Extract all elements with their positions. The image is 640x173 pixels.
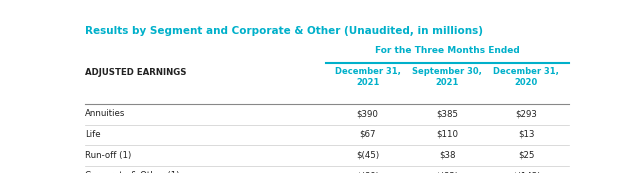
Text: For the Three Months Ended: For the Three Months Ended <box>374 46 520 55</box>
Text: $390: $390 <box>356 109 379 118</box>
Text: $385: $385 <box>436 109 458 118</box>
Text: $67: $67 <box>360 130 376 139</box>
Text: $(142): $(142) <box>512 171 541 173</box>
Text: Run-off (1): Run-off (1) <box>85 151 131 160</box>
Text: Corporate & Other (1): Corporate & Other (1) <box>85 171 179 173</box>
Text: Results by Segment and Corporate & Other (Unaudited, in millions): Results by Segment and Corporate & Other… <box>85 26 483 36</box>
Text: September 30,
2021: September 30, 2021 <box>412 67 482 88</box>
Text: ADJUSTED EARNINGS: ADJUSTED EARNINGS <box>85 68 186 77</box>
Text: December 31,
2021: December 31, 2021 <box>335 67 401 88</box>
Text: $(89): $(89) <box>356 171 379 173</box>
Text: $(83): $(83) <box>435 171 459 173</box>
Text: $38: $38 <box>439 151 455 160</box>
Text: December 31,
2020: December 31, 2020 <box>493 67 559 88</box>
Text: $25: $25 <box>518 151 534 160</box>
Text: Annuities: Annuities <box>85 109 125 118</box>
Text: $13: $13 <box>518 130 534 139</box>
Text: $110: $110 <box>436 130 458 139</box>
Text: Life: Life <box>85 130 100 139</box>
Text: $293: $293 <box>515 109 538 118</box>
Text: $(45): $(45) <box>356 151 380 160</box>
